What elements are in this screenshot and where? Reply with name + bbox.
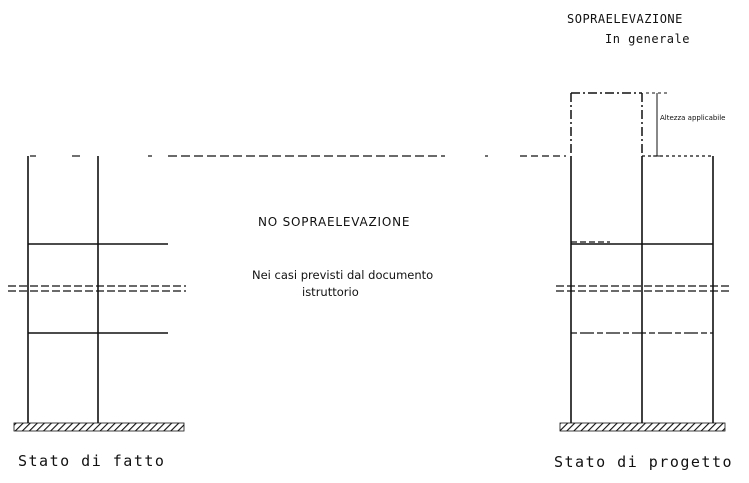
dimension-label: Altezza applicabile <box>660 114 726 122</box>
height-dimension <box>646 92 668 157</box>
left-frame-structure <box>27 156 168 423</box>
note-line-1: Nei casi previsti dal documento <box>252 268 434 282</box>
page-title: SOPRAELEVAZIONE <box>567 12 683 26</box>
left-break-lines <box>8 285 186 292</box>
left-caption: Stato di fatto <box>18 452 166 470</box>
proposed-elevation-box <box>570 92 643 156</box>
no-elevation-label: NO SOPRAELEVAZIONE <box>258 215 411 229</box>
right-frame-structure <box>570 156 714 423</box>
right-ground-hatch <box>559 422 726 432</box>
page-subtitle: In generale <box>605 32 690 46</box>
note-line-2: istruttorio <box>302 285 359 299</box>
left-ground-hatch <box>13 422 185 432</box>
right-break-lines <box>556 285 732 292</box>
right-caption: Stato di progetto <box>554 453 734 471</box>
right-floor-dashes <box>571 155 713 334</box>
